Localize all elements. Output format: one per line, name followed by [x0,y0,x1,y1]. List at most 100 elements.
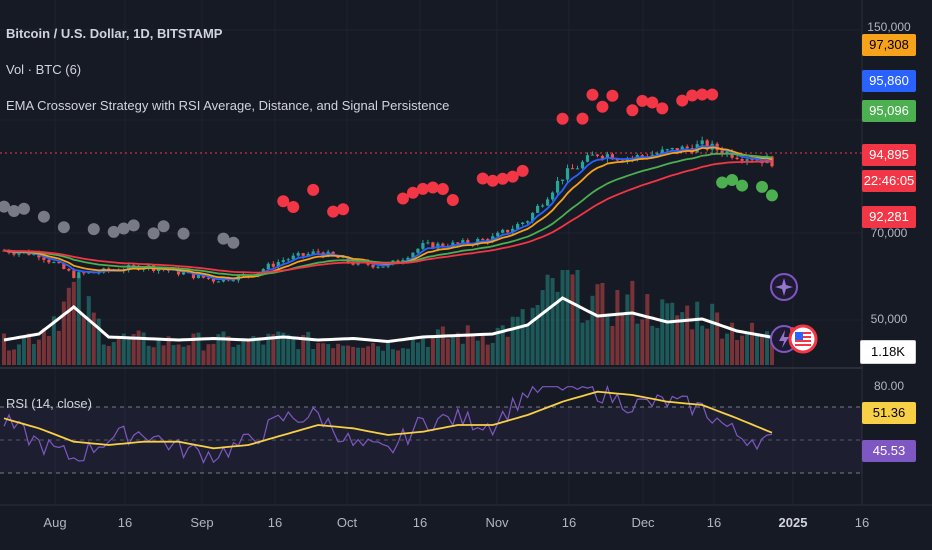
candle-body [685,146,689,149]
volume-bar [555,291,560,365]
candle-body [481,239,485,241]
sell-signal [396,192,409,205]
candle-body [431,242,435,249]
volume-bar [61,301,66,365]
sell-signal [636,94,649,107]
volume-bar [341,345,346,365]
flag-icon[interactable] [788,324,818,354]
volume-bar [2,333,6,365]
candle-body [82,272,86,274]
buy-signal [766,189,778,202]
ema-fast-line [3,144,773,281]
price-label: 22:46:05 [862,170,916,192]
candle-body [675,148,679,153]
volume-bar [56,330,61,365]
volume-bar [570,274,575,365]
sell-signal [626,104,639,117]
sell-signal [556,112,569,125]
time-tick-label: 16 [412,515,428,530]
candle-body [640,155,644,157]
volume-bar [425,346,430,365]
volume-bar [226,336,231,365]
volume-bar [540,290,545,365]
volume-bar [665,303,670,365]
volume-bar [500,325,505,365]
volume-bar [735,339,740,365]
volume-bar [580,322,585,365]
volume-bar [420,337,425,365]
candle-body [545,199,550,206]
volume-bar [575,270,580,365]
price-label: 94,895 [862,144,916,166]
volume-bar [760,335,765,365]
volume-bar [635,323,640,365]
candle-body [610,154,615,160]
volume-bar [480,334,485,365]
volume-bar [201,350,206,365]
candle-body [371,264,375,268]
candle-body [740,159,744,161]
sell-signal [576,112,589,125]
volume-bar [46,335,51,365]
neutral-signal [0,200,10,213]
candle-body [381,266,385,268]
neutral-signal [227,236,240,249]
volume-bar [645,294,650,365]
candle-body [600,155,605,159]
price-label: 92,281 [862,206,916,228]
candle-body [231,280,236,282]
candle-body [376,266,380,268]
candle-body [276,262,280,267]
candle-body [77,272,81,278]
volume-bar [390,349,395,365]
symbol-legend[interactable]: Bitcoin / U.S. Dollar, 1D, BITSTAMP [6,26,223,41]
neutral-signal [57,221,70,234]
volume-bar [296,349,301,365]
ema-long-line [3,160,773,274]
candle-body [605,154,610,159]
sell-signal [416,182,429,195]
volume-bar [530,307,535,365]
candle-body [32,253,36,256]
volume-bar [381,350,386,365]
sell-signal [696,88,709,101]
candle-body [316,251,320,253]
volume-bar [460,343,465,365]
volume-bar [670,302,675,365]
candle-body [456,242,460,244]
candle-body [196,274,201,279]
volume-bar [470,334,475,365]
volume-bar [685,305,690,365]
volume-bar [366,346,371,365]
volume-bar [176,344,181,365]
strategy-legend[interactable]: EMA Crossover Strategy with RSI Average,… [6,98,450,113]
candle-body [595,154,600,156]
candle-body [555,180,560,193]
candle-body [580,161,585,169]
time-tick-label: Oct [336,515,358,530]
volume-bar [495,327,500,365]
volume-bar [211,343,216,365]
candle-body [511,228,515,233]
price-tick-70000: 70,000 [870,226,908,240]
sell-signal [516,164,529,177]
volume-bar [21,335,26,365]
candle-body [565,168,570,180]
candle-body [281,260,285,263]
volume-bar [740,335,745,365]
candle-body [216,281,221,283]
volume-bar [705,328,710,365]
volume-bar [246,341,251,365]
volume-bar [241,338,246,365]
volume-legend[interactable]: Vol · BTC (6) [6,62,82,77]
volume-bar [725,333,730,365]
candle-body [72,270,76,278]
rsi-legend[interactable]: RSI (14, close) [6,396,92,411]
candle-body [266,263,270,270]
candle-body [211,278,216,282]
sell-signal [496,172,509,185]
lightning-icon[interactable] [769,272,799,302]
volume-bar [121,333,126,365]
neutral-signal [217,232,230,245]
